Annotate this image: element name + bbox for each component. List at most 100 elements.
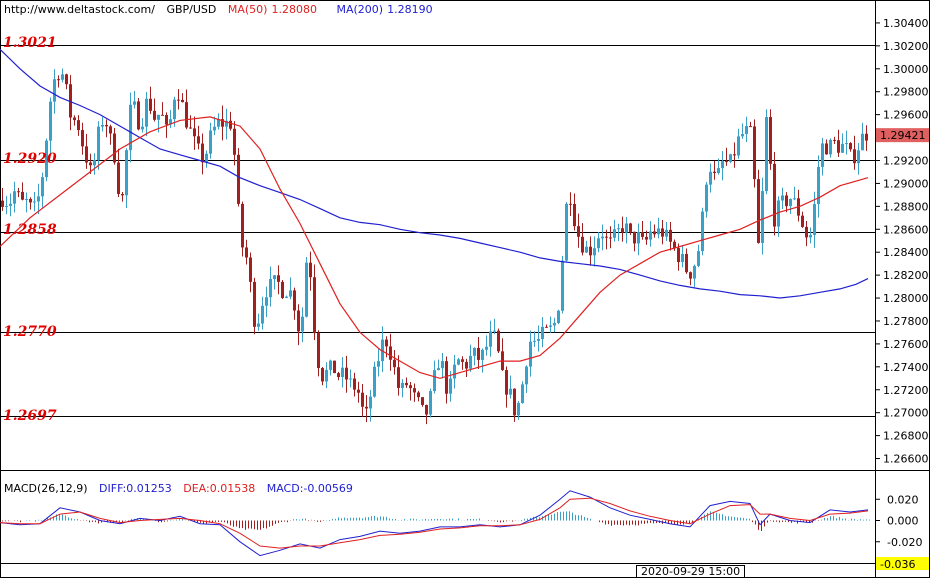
candle-body bbox=[293, 290, 296, 311]
candle-body bbox=[205, 153, 208, 163]
candle-body bbox=[21, 191, 24, 200]
candle-body bbox=[625, 223, 628, 233]
y-tick-label: 1.29600 bbox=[883, 109, 929, 122]
candle-body bbox=[377, 361, 380, 367]
candle-body bbox=[517, 402, 520, 416]
candle-body bbox=[769, 117, 772, 164]
candle-body bbox=[529, 341, 532, 367]
candle-body bbox=[589, 246, 592, 256]
y-tick-label: 1.27400 bbox=[883, 361, 929, 374]
candle-body bbox=[317, 333, 320, 369]
candle-body bbox=[41, 177, 44, 197]
candle-body bbox=[353, 378, 356, 390]
candle-body bbox=[73, 117, 76, 121]
candle-body bbox=[777, 200, 780, 227]
candle-body bbox=[441, 361, 444, 369]
ma200-label: MA(200) bbox=[336, 3, 384, 16]
candle-body bbox=[429, 391, 432, 415]
candle-body bbox=[461, 359, 464, 362]
macd-label: MACD(26,12,9) bbox=[4, 482, 88, 495]
source-url[interactable]: http://www.deltastock.com/ bbox=[4, 3, 155, 16]
candle-body bbox=[357, 389, 360, 393]
candle-body bbox=[553, 323, 556, 326]
candle-body bbox=[85, 146, 88, 163]
candle-body bbox=[97, 126, 100, 161]
candle-body bbox=[469, 355, 472, 369]
candle-body bbox=[213, 126, 216, 131]
y-tick-label: 1.27000 bbox=[883, 407, 929, 420]
candle-body bbox=[477, 347, 480, 360]
candle-body bbox=[45, 140, 48, 178]
candle-body bbox=[577, 226, 580, 237]
candle-body bbox=[25, 198, 28, 200]
candle-body bbox=[801, 215, 804, 227]
candle-body bbox=[473, 347, 476, 356]
candle-body bbox=[725, 161, 728, 163]
level-label-5: 1.2697 bbox=[3, 408, 57, 424]
y-tick-label: 1.30400 bbox=[883, 17, 929, 30]
candle-body bbox=[129, 104, 132, 151]
candle-body bbox=[825, 143, 828, 155]
candle-body bbox=[269, 278, 272, 298]
candle-body bbox=[341, 367, 344, 378]
macd-y-tick-label: -0.020 bbox=[887, 536, 922, 549]
candle-body bbox=[325, 369, 328, 382]
candle-body bbox=[817, 166, 820, 205]
candle-body bbox=[305, 262, 308, 317]
macd-hist-value: MACD:-0.00569 bbox=[266, 482, 353, 495]
chart-header: http://www.deltastock.com/ GBP/USD MA(50… bbox=[4, 3, 449, 16]
candle-body bbox=[809, 234, 812, 238]
macd-diff-value: DIFF:0.01253 bbox=[99, 482, 172, 495]
last-price-label: 1.29421 bbox=[880, 129, 926, 142]
macd-y-tick-label: 0.000 bbox=[887, 515, 919, 528]
candle-body bbox=[369, 396, 372, 409]
candle-body bbox=[281, 281, 284, 298]
candle-body bbox=[57, 79, 60, 81]
candle-body bbox=[833, 139, 836, 141]
candle-body bbox=[193, 128, 196, 137]
candle-body bbox=[273, 275, 276, 279]
candle-body bbox=[737, 136, 740, 156]
candle-body bbox=[785, 195, 788, 207]
candle-body bbox=[829, 139, 832, 155]
ma200-legend: MA(200) 1.28190 bbox=[336, 3, 440, 16]
candle-body bbox=[93, 160, 96, 166]
candle-body bbox=[197, 136, 200, 144]
ma50-legend: MA(50) 1.28080 bbox=[228, 3, 325, 16]
crosshair-date-label: 2020-09-29 15:00 bbox=[636, 565, 746, 578]
candle-body bbox=[61, 74, 64, 80]
candle-body bbox=[69, 84, 72, 118]
y-tick-label: 1.27200 bbox=[883, 384, 929, 397]
candle-body bbox=[29, 198, 32, 203]
candle-body bbox=[445, 361, 448, 394]
candle-body bbox=[397, 367, 400, 388]
candle-body bbox=[561, 260, 564, 311]
y-tick-label: 1.27600 bbox=[883, 338, 929, 351]
candle-body bbox=[137, 101, 140, 130]
macd-header: MACD(26,12,9) DIFF:0.01253 DEA:0.01538 M… bbox=[4, 482, 361, 495]
candle-body bbox=[297, 310, 300, 332]
candle-body bbox=[649, 231, 652, 240]
candle-body bbox=[401, 382, 404, 388]
candle-body bbox=[693, 265, 696, 279]
candle-body bbox=[789, 198, 792, 207]
candle-body bbox=[165, 114, 168, 125]
ma50-line bbox=[0, 116, 869, 379]
candle-body bbox=[413, 388, 416, 393]
candle-body bbox=[381, 339, 384, 362]
candle-body bbox=[857, 150, 860, 164]
candle-body bbox=[433, 370, 436, 392]
candle-body bbox=[605, 236, 608, 238]
candle-body bbox=[81, 130, 84, 147]
candle-body bbox=[385, 339, 388, 347]
candle-body bbox=[805, 226, 808, 238]
candle-body bbox=[521, 384, 524, 403]
candle-body bbox=[233, 128, 236, 155]
candle-body bbox=[721, 161, 724, 169]
candle-body bbox=[545, 326, 548, 328]
candle-body bbox=[249, 257, 252, 282]
candle-body bbox=[117, 162, 120, 195]
y-tick-label: 1.29200 bbox=[883, 154, 929, 167]
candle-body bbox=[241, 203, 244, 248]
